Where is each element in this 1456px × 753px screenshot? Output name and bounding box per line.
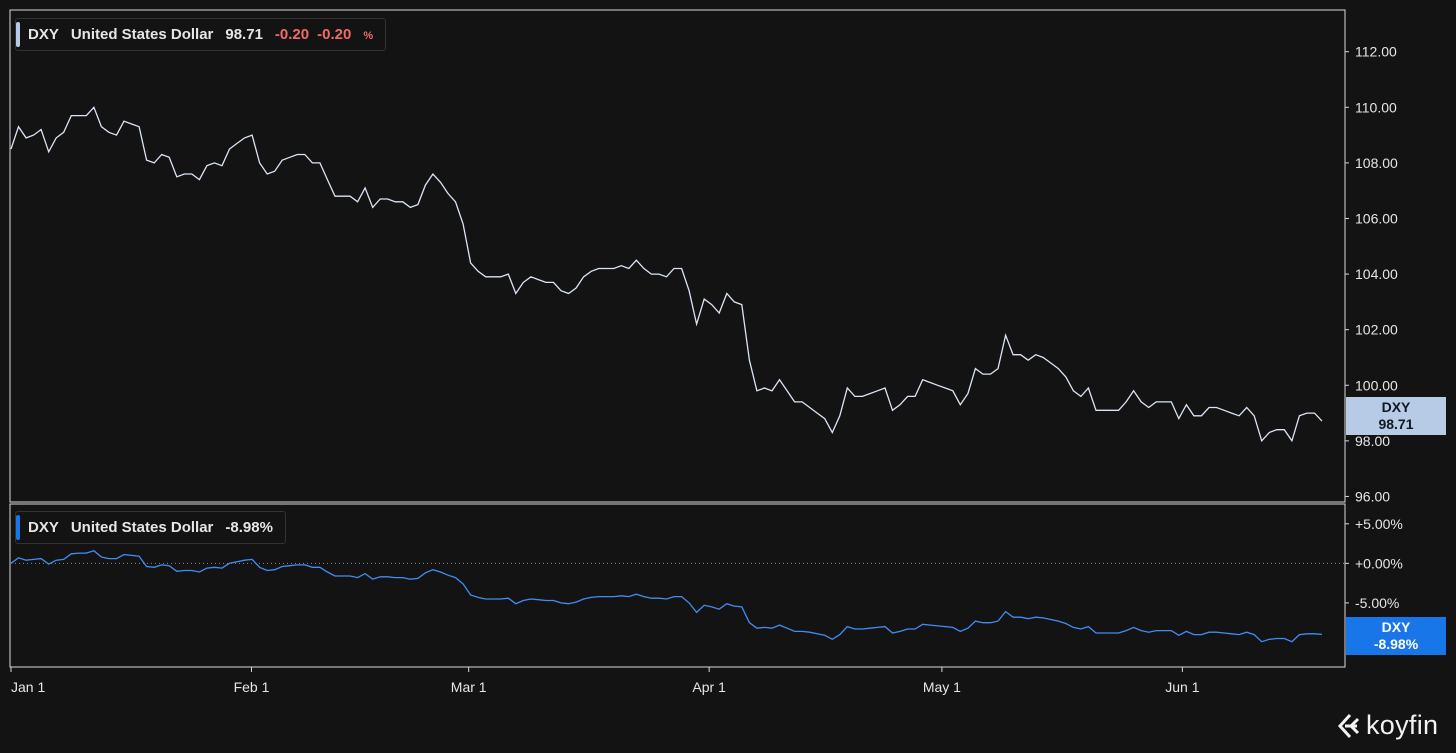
price-axis-label: 110.00 (1355, 99, 1397, 115)
time-axis-label: Jun 1 (1165, 679, 1199, 695)
legend-pct-sign: % (363, 30, 374, 42)
tag-ticker: DXY (1381, 619, 1411, 635)
legend-name: United States Dollar (70, 519, 214, 536)
percent-axis-label: -5.00% (1355, 595, 1399, 611)
legend-value: -8.98% (225, 519, 273, 536)
price-axis-label: 96.00 (1355, 488, 1390, 504)
price-axis-label: 106.00 (1355, 210, 1398, 226)
legend-name: United States Dollar (70, 26, 214, 43)
percent-last-value-tag: DXY -8.98% (1346, 617, 1446, 655)
koyfin-logo[interactable]: koyfin (1337, 710, 1438, 741)
tag-value: 98.71 (1378, 416, 1414, 432)
tag-value: -8.98% (1373, 636, 1419, 652)
time-axis-label: Mar 1 (451, 679, 487, 695)
percent-axis: +5.00% +0.00% -5.00% (1345, 516, 1403, 611)
price-axis-label: 104.00 (1355, 266, 1398, 282)
time-axis: Jan 1 Feb 1 Mar 1 Apr 1 May 1 Jun 1 (10, 667, 1200, 695)
time-axis-label: Feb 1 (234, 679, 270, 695)
series-color-swatch (16, 515, 20, 540)
time-axis-label: May 1 (923, 679, 961, 695)
legend-price: 98.71 (225, 26, 263, 43)
legend-ticker: DXY (28, 26, 59, 43)
time-axis-label: Apr 1 (692, 679, 726, 695)
legend-change: -0.20 (274, 26, 310, 43)
price-legend[interactable]: DXY United States Dollar 98.71 -0.20 -0.… (15, 18, 387, 51)
dxy-percent-line[interactable] (10, 549, 1323, 643)
legend-change-pct-value: -0.20 (317, 26, 352, 43)
tag-ticker: DXY (1381, 399, 1411, 415)
price-axis-label: 100.00 (1355, 377, 1398, 393)
price-axis-label: 102.00 (1355, 322, 1398, 338)
time-axis-label: Jan 1 (11, 679, 45, 695)
price-axis-label: 98.00 (1355, 433, 1390, 449)
percent-pane-frame (9, 503, 1346, 668)
price-axis-label: 108.00 (1355, 155, 1398, 171)
price-pane-frame (9, 9, 1346, 503)
percent-axis-label: +5.00% (1355, 516, 1403, 532)
dxy-price-line[interactable] (10, 106, 1323, 443)
series-color-swatch (16, 22, 20, 47)
percent-axis-label: +0.00% (1355, 555, 1403, 571)
price-last-value-tag: DXY 98.71 (1346, 397, 1446, 435)
legend-change-pct: -0.20% (317, 26, 373, 43)
legend-ticker: DXY (28, 519, 59, 536)
percent-legend[interactable]: DXY United States Dollar -8.98% (15, 511, 286, 544)
price-axis: 96.00 98.00 100.00 102.00 104.00 106.00 108.00… (1345, 44, 1398, 504)
koyfin-mark-icon (1337, 713, 1360, 738)
price-axis-label: 112.00 (1355, 44, 1397, 60)
brand-name: koyfin (1366, 710, 1439, 740)
